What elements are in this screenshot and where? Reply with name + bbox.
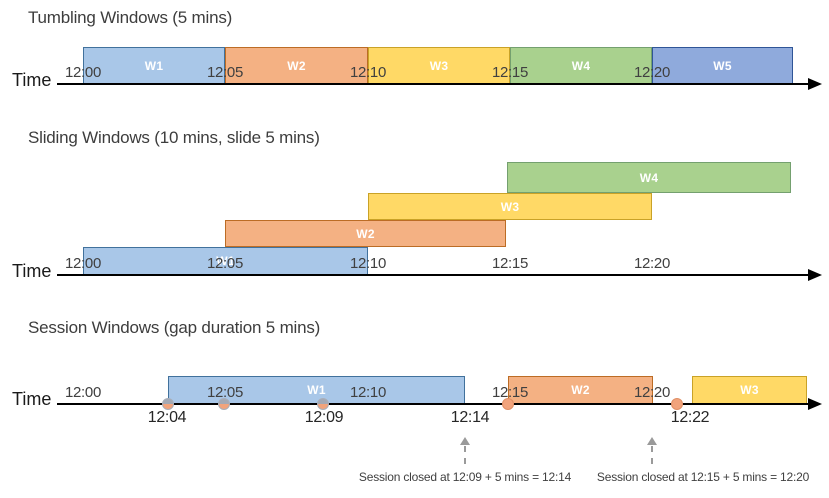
section-title-session: Session Windows (gap duration 5 mins) <box>28 318 321 337</box>
time-axis-line <box>57 83 810 85</box>
tick-label: 12:00 <box>64 64 102 81</box>
window-label: W3 <box>740 383 759 397</box>
session-close-annotation: Session closed at 12:09 + 5 mins = 12:14 <box>358 470 572 484</box>
session-close-arrow-icon <box>647 437 657 445</box>
session-close-arrow-icon <box>460 437 470 445</box>
window-bar-w5: W5 <box>652 47 793 84</box>
window-label: W1 <box>216 254 235 268</box>
window-label: W2 <box>287 58 306 73</box>
tick-label: 12:05 <box>206 64 244 81</box>
window-label: W1 <box>307 383 326 397</box>
tick-label: 12:10 <box>349 64 387 81</box>
time-axis-line <box>57 274 810 276</box>
tick-label: 12:15 <box>491 384 529 401</box>
window-bar-w2: W2 <box>225 220 506 247</box>
event-dot <box>671 398 683 410</box>
window-label: W3 <box>500 199 520 214</box>
tick-label: 12:05 <box>206 384 244 401</box>
axis-arrowhead-icon <box>808 78 822 90</box>
tick-label: 12:15 <box>491 64 529 81</box>
tick-label: 12:15 <box>491 255 529 272</box>
event-dot <box>218 398 230 410</box>
window-label: W2 <box>356 226 375 241</box>
event-dot <box>502 398 514 410</box>
window-bar-w1: W1 <box>83 247 368 275</box>
tick-label: 12:10 <box>349 255 387 272</box>
tick-label: 12:20 <box>633 384 671 401</box>
window-bar-w2: W2 <box>225 47 368 84</box>
window-bar-w3: W3 <box>368 47 510 84</box>
window-bar-w3: W3 <box>692 376 807 404</box>
event-dot <box>162 398 174 410</box>
axis-arrowhead-icon <box>808 398 822 410</box>
window-label: W3 <box>429 58 449 73</box>
window-label: W2 <box>571 383 590 397</box>
session-close-arrow <box>651 446 653 464</box>
event-time-label: 12:04 <box>147 409 187 426</box>
session-close-arrow <box>464 446 466 464</box>
window-label: W1 <box>144 58 164 73</box>
tick-label: 12:00 <box>64 255 102 272</box>
window-bar-w1: W1 <box>168 376 465 404</box>
event-time-label: 12:22 <box>670 409 710 426</box>
event-time-label: 12:09 <box>304 409 344 426</box>
event-time-label: 12:14 <box>450 409 490 426</box>
window-label: W5 <box>713 58 732 73</box>
time-axis-title: Time <box>12 261 52 281</box>
window-bar-w2: W2 <box>508 376 653 404</box>
tick-label: 12:05 <box>206 255 244 272</box>
window-label: W4 <box>639 170 659 185</box>
window-label: W4 <box>571 58 591 73</box>
event-dot <box>317 398 329 410</box>
window-bar-w1: W1 <box>83 47 225 84</box>
session-close-annotation: Session closed at 12:15 + 5 mins = 12:20 <box>596 470 810 484</box>
axis-arrowhead-icon <box>808 269 822 281</box>
window-bar-w4: W4 <box>507 162 791 193</box>
time-axis-title: Time <box>12 70 52 90</box>
time-axis-title: Time <box>12 389 52 409</box>
tick-label: 12:10 <box>349 384 387 401</box>
section-title-tumbling: Tumbling Windows (5 mins) <box>28 8 233 27</box>
section-title-sliding: Sliding Windows (10 mins, slide 5 mins) <box>28 128 320 147</box>
window-bar-w3: W3 <box>368 193 652 220</box>
time-axis-line <box>57 403 810 405</box>
tick-label: 12:20 <box>633 64 671 81</box>
tick-label: 12:20 <box>633 255 671 272</box>
window-bar-w4: W4 <box>510 47 652 84</box>
tick-label: 12:00 <box>64 384 102 401</box>
